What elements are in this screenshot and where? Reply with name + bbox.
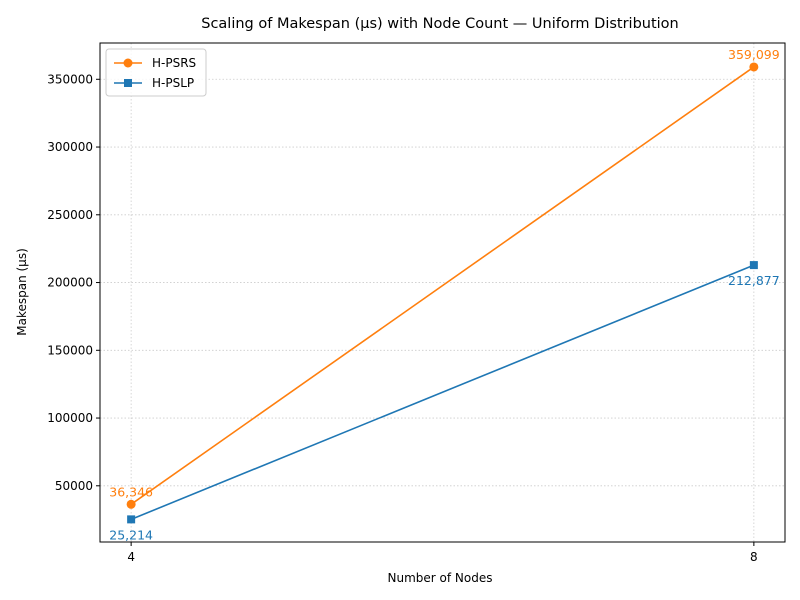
legend-label-h-psrs: H-PSRS	[152, 56, 196, 70]
x-axis-label: Number of Nodes	[388, 571, 493, 585]
y-tick-label: 350000	[47, 72, 93, 86]
data-label-h-pslp: 212,877	[728, 273, 780, 288]
legend-marker-h-psrs	[123, 58, 133, 68]
chart-title: Scaling of Makespan (µs) with Node Count…	[201, 16, 679, 32]
x-tick-label: 8	[750, 550, 758, 564]
data-labels: 36,346 359,099 25,214 212,877	[109, 47, 779, 542]
data-point-h-pslp	[127, 515, 136, 524]
y-axis-label: Makespan (µs)	[15, 248, 29, 336]
legend-marker-h-pslp	[124, 79, 132, 87]
series-layer	[126, 62, 759, 524]
series-line-h-pslp	[130, 264, 755, 521]
data-label-h-psrs: 359,099	[728, 47, 780, 62]
y-tick-label: 100000	[47, 411, 93, 425]
data-label-h-pslp: 25,214	[109, 527, 153, 542]
data-point-h-psrs	[749, 62, 759, 72]
data-point-h-pslp	[749, 261, 758, 270]
plot-frame	[99, 42, 786, 543]
legend-label-h-pslp: H-PSLP	[152, 76, 194, 90]
legend: H-PSRS H-PSLP	[105, 48, 207, 97]
data-label-h-psrs: 36,346	[109, 484, 153, 499]
y-tick-label: 200000	[47, 276, 93, 290]
y-tick-label: 150000	[47, 343, 93, 357]
data-point-h-psrs	[126, 499, 136, 509]
y-axis: 50000 100000 150000 200000 250000 300000 35000…	[47, 72, 100, 493]
y-tick-label: 50000	[55, 479, 93, 493]
x-tick-label: 4	[127, 550, 135, 564]
grid	[100, 43, 785, 542]
y-tick-label: 250000	[47, 208, 93, 222]
series-line-h-psrs	[130, 66, 755, 505]
y-tick-label: 300000	[47, 140, 93, 154]
